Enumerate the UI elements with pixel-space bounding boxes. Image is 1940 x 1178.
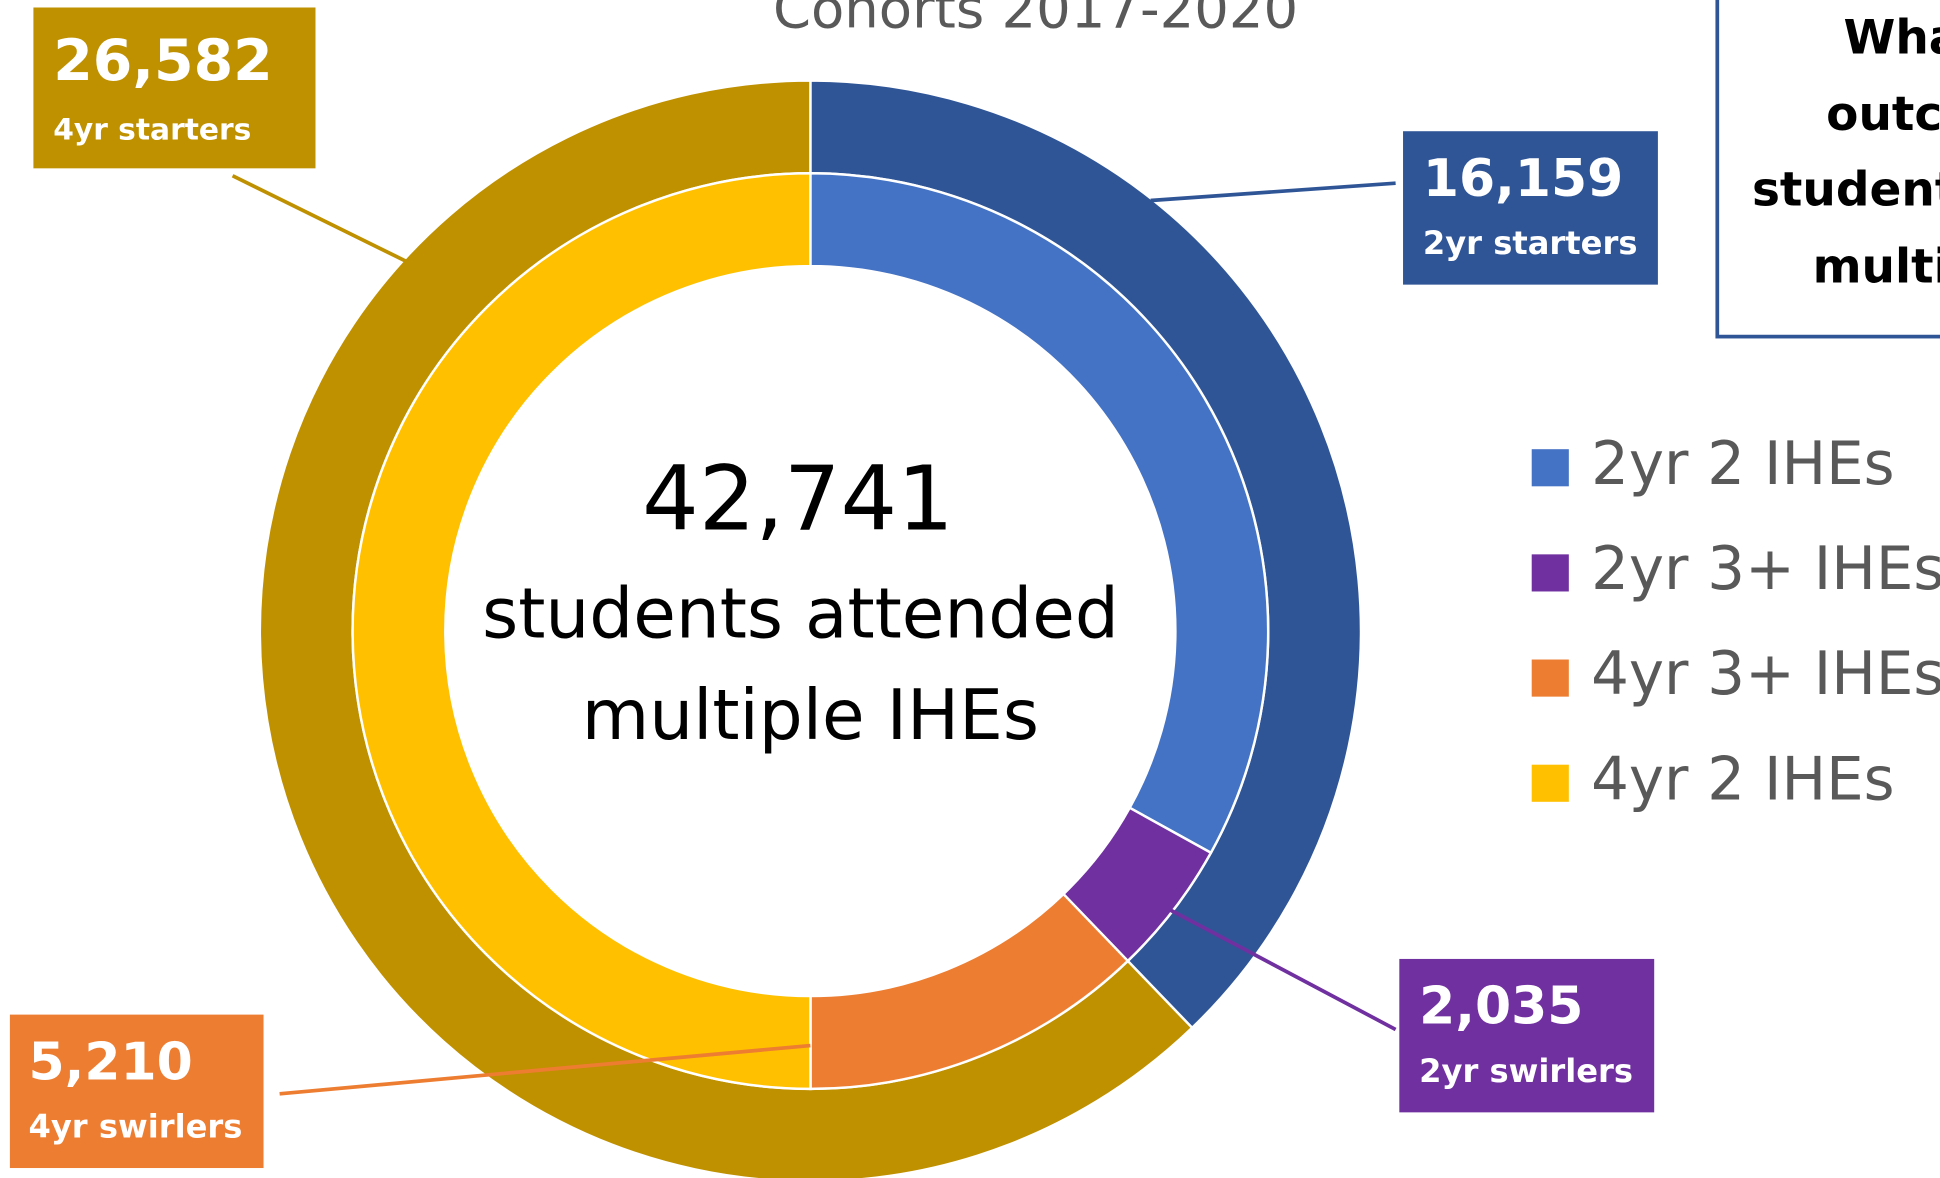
legend-label: 4yr 3+ IHEs xyxy=(1591,640,1940,709)
callout-label: 4yr swirlers xyxy=(28,1107,242,1145)
note-line: student xyxy=(1752,163,1940,218)
donut-segment xyxy=(351,172,812,1091)
legend-swatch xyxy=(1531,449,1569,487)
legend-label: 2yr 3+ IHEs xyxy=(1591,535,1940,604)
legend: 2yr 2 IHEs 2yr 3+ IHEs 4yr 3+ IHEs 4yr 2 IH… xyxy=(1531,430,1940,814)
callout-value: 16,159 xyxy=(1423,149,1623,209)
donut-segment xyxy=(809,172,1270,855)
arrow xyxy=(1168,907,1397,1032)
legend-label: 2yr 2 IHEs xyxy=(1591,430,1894,499)
note-line: multi xyxy=(1813,239,1940,294)
callout-label: 4yr starters xyxy=(53,113,251,148)
callout-box xyxy=(1399,958,1655,1113)
center-text: multiple IHEs xyxy=(582,676,1039,756)
arrow xyxy=(231,174,410,265)
arrow xyxy=(279,1043,811,1096)
note-line: Wha xyxy=(1843,10,1940,65)
callout-label: 2yr starters xyxy=(1423,224,1638,262)
note-line: outc xyxy=(1826,87,1940,142)
callout-box xyxy=(1403,131,1658,285)
legend-swatch xyxy=(1531,659,1569,697)
chart-title: Cohorts 2017-2020 xyxy=(773,0,1298,41)
rings xyxy=(258,79,1363,1178)
center-text: students attended xyxy=(482,575,1119,655)
center-value: 42,741 xyxy=(642,447,954,551)
callout-label: 2yr swirlers xyxy=(1419,1052,1633,1090)
arrow xyxy=(1150,181,1396,203)
callout-value: 26,582 xyxy=(53,28,273,94)
callout-box xyxy=(9,1014,264,1169)
note-box xyxy=(1715,0,1940,339)
legend-swatch xyxy=(1531,764,1569,802)
arrows xyxy=(231,174,1397,1096)
callout-box xyxy=(33,7,316,169)
callout-value: 2,035 xyxy=(1419,977,1583,1037)
callout-value: 5,210 xyxy=(28,1032,192,1092)
legend-label: 4yr 2 IHEs xyxy=(1591,745,1894,814)
legend-swatch xyxy=(1531,554,1569,592)
